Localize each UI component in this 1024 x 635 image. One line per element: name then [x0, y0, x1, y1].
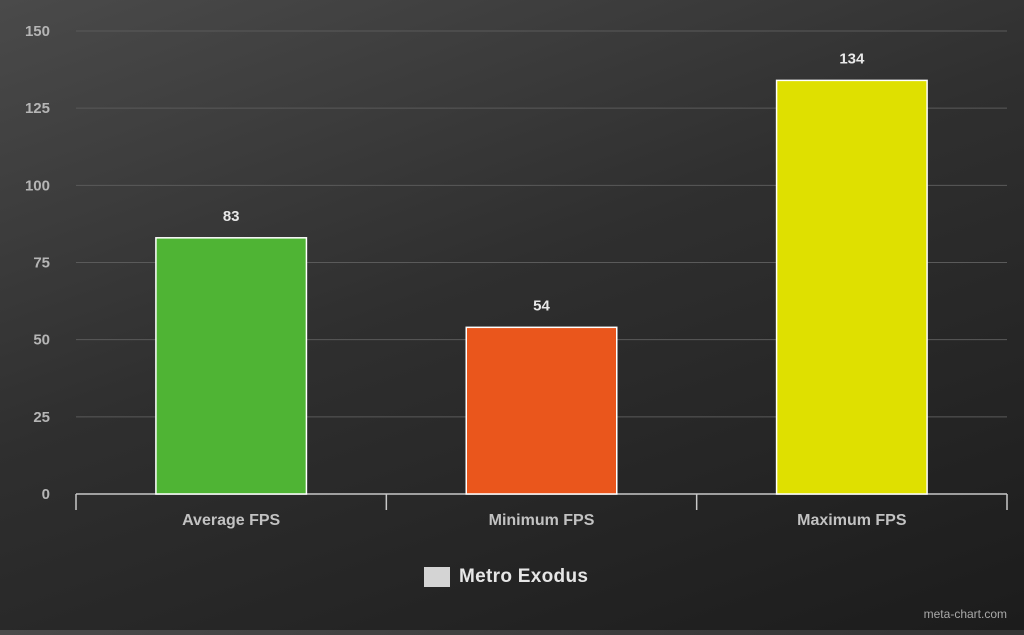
y-tick-label: 50	[33, 332, 50, 349]
bar	[465, 326, 618, 495]
y-tick-label: 150	[25, 23, 50, 40]
y-tick-label: 125	[25, 100, 50, 117]
watermark: meta-chart.com	[923, 607, 1007, 621]
legend[interactable]: Metro Exodus	[424, 566, 588, 588]
bar	[155, 237, 308, 495]
legend-swatch[interactable]	[424, 567, 450, 587]
x-tick-label: Maximum FPS	[797, 512, 907, 529]
y-tick-label: 0	[42, 486, 50, 503]
bar	[775, 79, 928, 495]
legend-label-metro-exodus[interactable]: Metro Exodus	[459, 566, 589, 587]
y-tick-label: 75	[33, 255, 50, 272]
y-tick-label: 100	[25, 177, 50, 194]
data-label: 83	[223, 208, 240, 225]
x-tick-label: Average FPS	[182, 512, 280, 529]
x-tick-label: Minimum FPS	[489, 512, 595, 529]
data-label: 54	[533, 297, 550, 314]
y-tick-label: 25	[33, 409, 50, 426]
data-label: 134	[839, 50, 865, 67]
